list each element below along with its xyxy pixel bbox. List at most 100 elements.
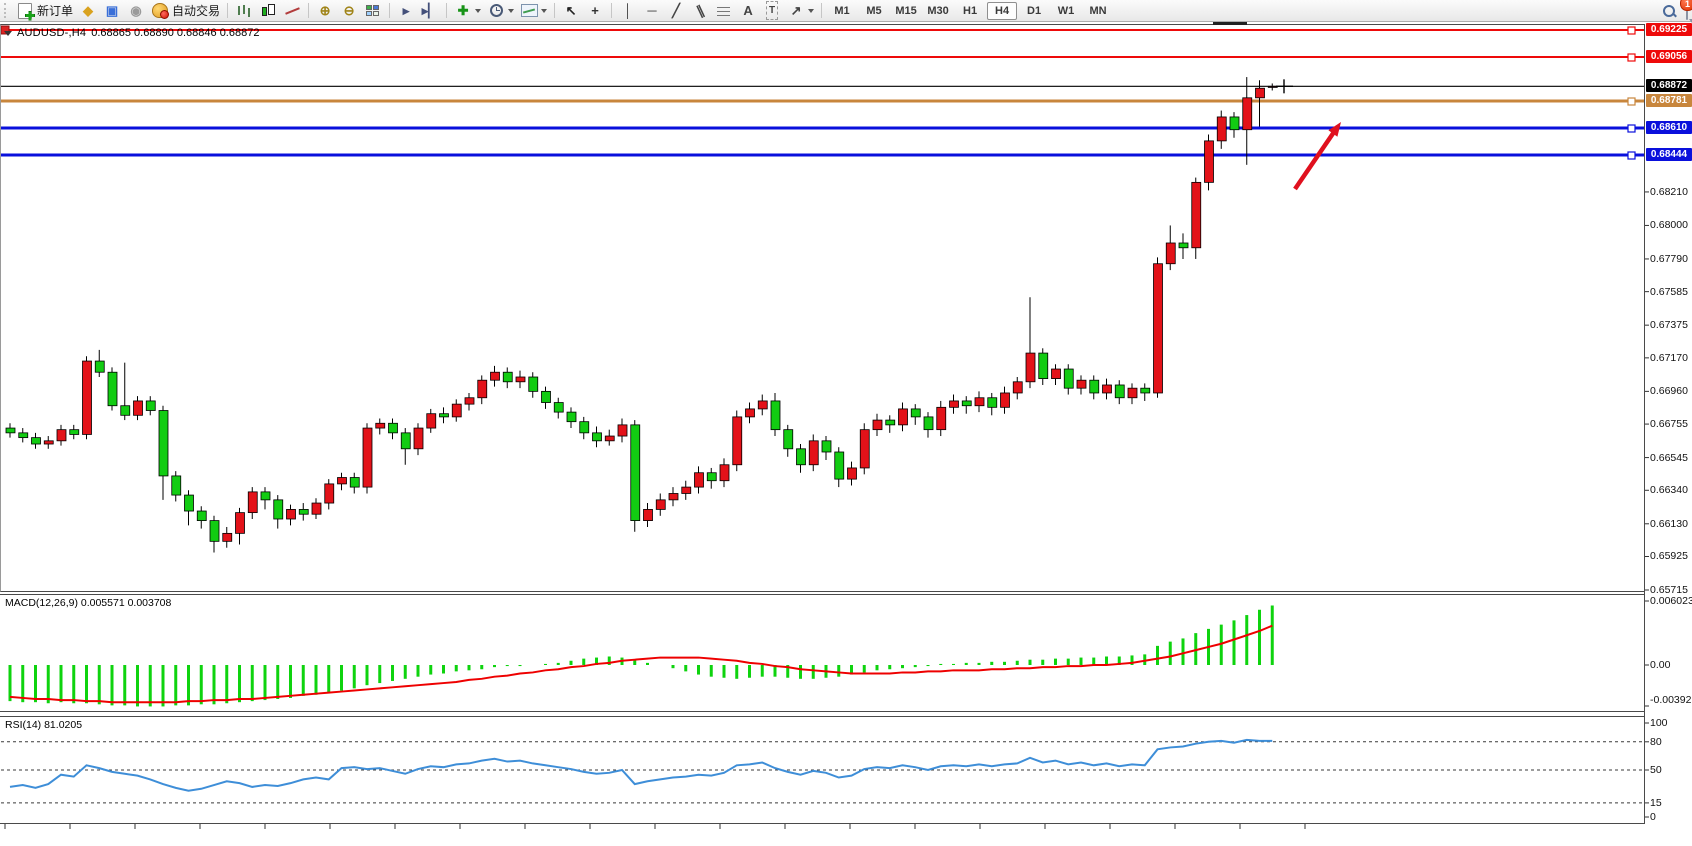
chart-profile-button[interactable]: ◆	[76, 1, 100, 20]
price-line-tag: 0.69225	[1646, 23, 1692, 36]
timeframe-m5-button[interactable]: M5	[866, 4, 882, 17]
chevron-down-icon	[541, 8, 548, 13]
periods-button[interactable]	[484, 1, 517, 20]
price-line-tag: 0.68610	[1646, 121, 1692, 134]
rsi-line	[9, 738, 1273, 792]
bar-chart-button[interactable]	[232, 1, 256, 20]
indicators-button[interactable]: ✚	[451, 1, 484, 20]
zoom-in-button[interactable]: ⊕	[313, 1, 337, 20]
timeframe-m30-button[interactable]: M30	[927, 4, 949, 17]
price-axis-tick: 0.66545	[1650, 451, 1688, 464]
candle	[579, 421, 590, 434]
candle	[400, 432, 411, 450]
tile-windows-button[interactable]	[361, 1, 385, 20]
text-label-icon: T	[763, 1, 781, 20]
signals-button[interactable]: ◉	[124, 1, 148, 20]
vertical-line-button[interactable]: │	[616, 1, 640, 20]
toolbar-grip	[4, 3, 9, 18]
candle	[1255, 87, 1265, 99]
auto-scroll-button[interactable]: ▸	[394, 1, 418, 20]
price-axis-tick: 0.67585	[1650, 285, 1688, 298]
candle	[668, 493, 679, 501]
candle	[1242, 97, 1253, 131]
candle	[94, 360, 105, 373]
search-icon[interactable]	[1660, 3, 1678, 20]
chart-shift-button[interactable]: ▸▏	[418, 1, 442, 20]
auto-trading-button[interactable]: 自动交易	[148, 1, 223, 20]
text-label-button[interactable]: T	[760, 1, 784, 20]
timeframe-m15-button[interactable]: M15	[895, 4, 917, 17]
cursor-icon: ↖	[565, 3, 577, 18]
annotation-arrow	[1293, 130, 1336, 191]
hline-handle	[1627, 151, 1636, 160]
price-axis-tick: 0.67170	[1650, 351, 1688, 364]
candle	[732, 416, 743, 466]
price-axis-tick: 0.68210	[1650, 185, 1688, 198]
candle	[464, 397, 475, 405]
timeframe-h1-button[interactable]: H1	[963, 4, 978, 17]
price-line-tag: 0.68781	[1646, 94, 1692, 107]
candle	[324, 483, 335, 504]
candle	[31, 437, 41, 445]
crosshair-button[interactable]: +	[583, 1, 607, 20]
line-chart-button[interactable]	[280, 1, 304, 20]
channel-icon: ∥	[693, 2, 707, 19]
notifications-button[interactable]: 1	[1680, 0, 1692, 20]
candle	[1000, 392, 1010, 408]
candle	[362, 427, 373, 488]
text-button[interactable]: A	[736, 1, 760, 20]
zoom-out-button[interactable]: ⊖	[337, 1, 361, 20]
timeframe-w1-button[interactable]: W1	[1057, 4, 1075, 17]
candle	[426, 413, 437, 429]
candle	[1051, 368, 1061, 380]
zoom-out-icon: ⊖	[343, 3, 355, 18]
cursor-button[interactable]: ↖	[559, 1, 583, 20]
candle	[477, 379, 488, 399]
candle	[82, 360, 92, 435]
candle	[107, 371, 118, 407]
new-window-button[interactable]: ▣	[100, 1, 124, 20]
trendline-icon: ╱	[672, 3, 680, 18]
candle	[655, 499, 666, 510]
candle	[69, 429, 80, 435]
candle	[821, 440, 832, 453]
chart-dropdown-icon[interactable]	[4, 30, 12, 36]
candle	[502, 371, 513, 383]
trend-line-button[interactable]: ╱	[664, 1, 688, 20]
candle	[783, 429, 794, 450]
timeframe-d1-button[interactable]: D1	[1027, 4, 1042, 17]
candle	[43, 440, 54, 445]
candle	[834, 451, 845, 480]
candle	[515, 376, 526, 383]
candle	[681, 486, 692, 494]
fibonacci-button[interactable]	[712, 1, 736, 20]
candle	[923, 416, 934, 431]
candle	[987, 397, 998, 408]
scrollbar-position-marker[interactable]	[1213, 22, 1247, 25]
arrows-button[interactable]: ↗	[784, 1, 817, 20]
symbol-period: AUDUSD-,H4	[17, 27, 87, 39]
horizontal-line-button[interactable]: ─	[640, 1, 664, 20]
chart-background	[0, 22, 1692, 846]
candlestick-chart-button[interactable]	[256, 1, 280, 20]
candle	[592, 432, 602, 442]
timeframe-m1-button[interactable]: M1	[834, 4, 850, 17]
candle	[158, 410, 169, 477]
timeframe-mn-button[interactable]: MN	[1089, 4, 1107, 17]
candle	[872, 419, 883, 431]
candle	[630, 424, 641, 521]
candle	[974, 397, 985, 407]
price-line-tag: 0.69056	[1646, 50, 1692, 63]
new-order-button[interactable]: 新订单	[13, 1, 76, 20]
chevron-down-icon	[808, 8, 815, 13]
timeframe-h4-button[interactable]: H4	[987, 1, 1018, 20]
tile-windows-icon	[364, 2, 382, 19]
chart-shift-icon: ▸▏	[421, 3, 439, 18]
candle	[260, 491, 271, 501]
rsi-axis-tick: 50	[1650, 764, 1662, 776]
templates-button[interactable]	[517, 1, 550, 20]
rsi-label: RSI(14) 81.0205	[5, 719, 83, 731]
equidistant-channel-button[interactable]: ∥	[688, 1, 712, 20]
candle	[745, 408, 755, 418]
